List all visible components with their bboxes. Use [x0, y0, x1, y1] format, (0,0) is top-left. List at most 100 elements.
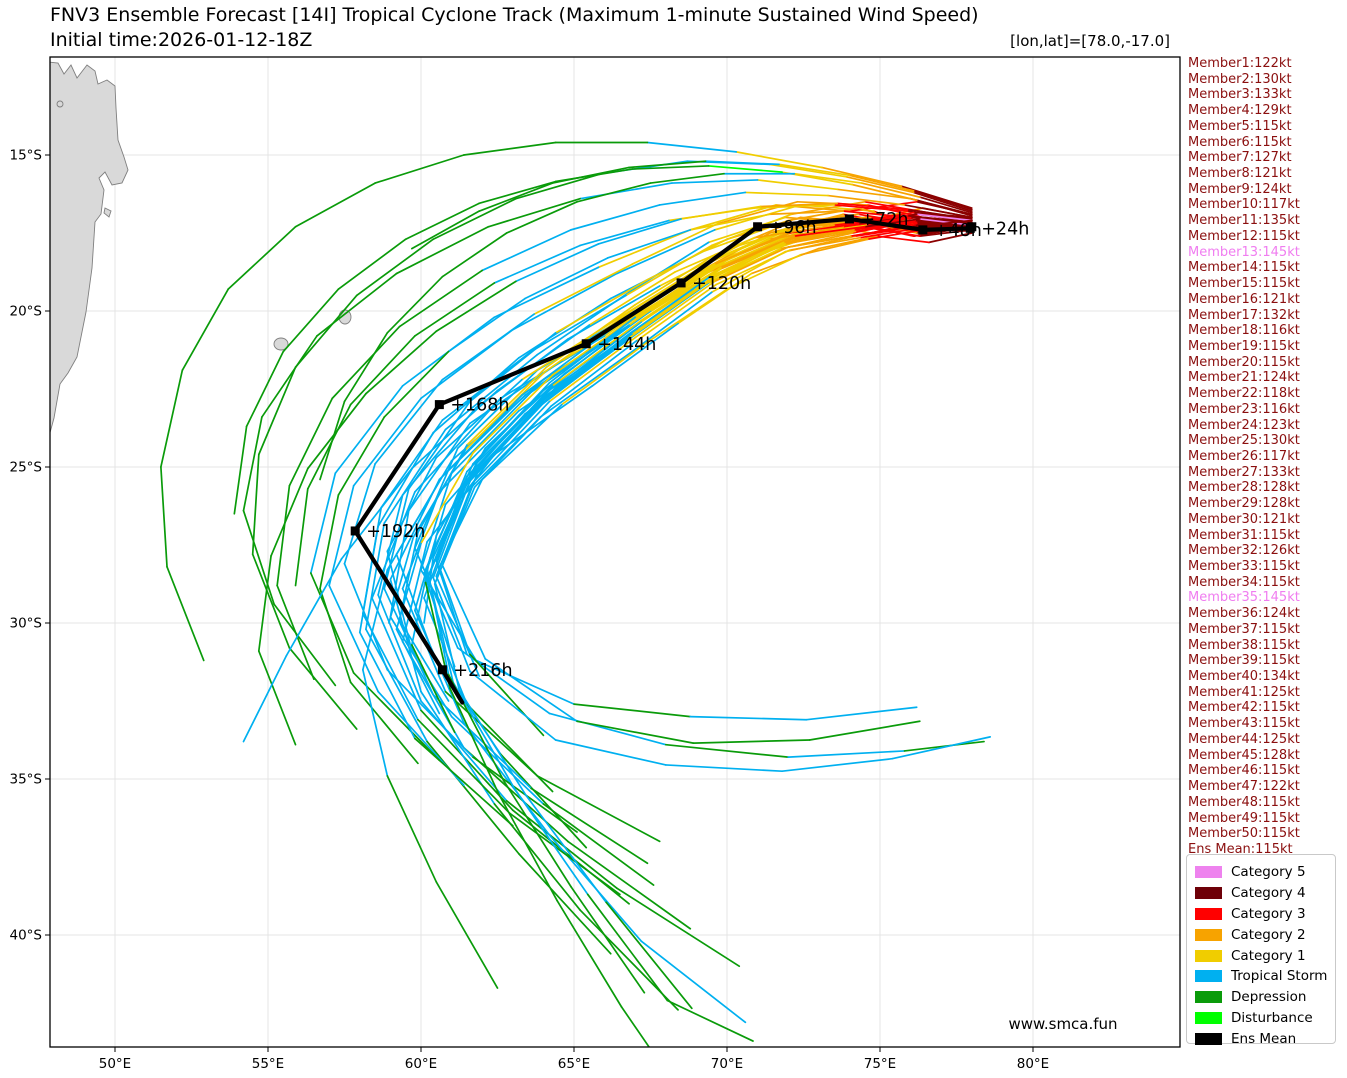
member-list-item: Member15:115kt [1188, 276, 1300, 292]
track-segment [472, 381, 551, 465]
member-list-item: Member47:122kt [1188, 779, 1300, 795]
legend-label: Category 3 [1231, 905, 1306, 922]
track-segment [398, 619, 450, 702]
track-segment [365, 628, 428, 743]
member-list-item: Member34:115kt [1188, 574, 1300, 590]
track-segment [631, 222, 719, 266]
track-segment [472, 374, 554, 454]
mean-waypoint-label: +120h [692, 274, 751, 294]
track-segment [735, 151, 823, 169]
track-segment [631, 165, 710, 170]
track-segment [166, 565, 205, 662]
track-segment [466, 703, 554, 793]
ensemble-track [389, 225, 973, 1011]
legend-label: Depression [1231, 989, 1307, 1006]
legend-row: Category 2 [1195, 924, 1327, 945]
track-segment [646, 141, 738, 153]
track-segment [309, 572, 355, 674]
x-tick-label: 70°E [711, 1056, 743, 1072]
track-segment [817, 235, 878, 250]
track-segment [704, 160, 780, 166]
member-list-item: Member20:115kt [1188, 354, 1300, 370]
y-tick-label: 40°S [10, 927, 43, 943]
track-segment [530, 294, 627, 353]
track-segment [493, 803, 581, 911]
legend-row: Ens Mean [1195, 1028, 1327, 1049]
track-segment [319, 400, 346, 481]
track-segment [386, 775, 438, 883]
track-segment [753, 204, 835, 209]
legend-label: Category 4 [1231, 885, 1306, 902]
track-segment [389, 509, 410, 618]
track-segment [319, 587, 352, 684]
track-segment [508, 812, 621, 896]
track-segment [395, 225, 490, 275]
track-segment [331, 325, 401, 400]
track-segment [530, 787, 649, 865]
mean-waypoint-label: +168h [450, 396, 509, 416]
x-tick-label: 80°E [1017, 1056, 1049, 1072]
track-segment [288, 397, 334, 487]
track-segment [398, 269, 484, 328]
track-segment [689, 204, 777, 231]
track-segment [475, 659, 575, 705]
track-segment [181, 288, 230, 372]
track-segment [631, 277, 713, 336]
member-list-item: Member10:117kt [1188, 197, 1300, 213]
track-segment [432, 197, 517, 241]
track-segment [891, 736, 992, 760]
track-segment [270, 467, 309, 557]
track-segment [420, 472, 453, 571]
legend-color-swatch [1195, 907, 1222, 920]
track-segment [626, 282, 708, 340]
mean-waypoint-marker [434, 400, 444, 410]
track-segment [343, 463, 376, 565]
track-segment [649, 257, 731, 312]
track-segment [836, 188, 912, 200]
ensemble-track [441, 218, 973, 744]
track-segment [525, 795, 607, 904]
track-segment [833, 204, 909, 213]
track-segment [294, 294, 358, 369]
track-segment [756, 179, 839, 191]
coastal-islet [103, 207, 112, 218]
track-segment [674, 236, 756, 273]
track-segment [615, 229, 716, 275]
x-tick-label: 60°E [405, 1056, 437, 1072]
member-list-item: Member40:134kt [1188, 669, 1300, 685]
legend-color-swatch [1195, 1011, 1222, 1024]
y-tick-label: 35°S [10, 771, 43, 787]
track-segment [560, 341, 649, 406]
track-segment [548, 712, 667, 746]
track-segment [768, 163, 848, 178]
track-segment [551, 319, 643, 387]
track-segment [466, 366, 548, 447]
track-segment [410, 210, 480, 250]
track-segment [903, 740, 985, 752]
legend-label: Category 5 [1231, 864, 1306, 881]
track-segment [518, 853, 612, 955]
track-segment [505, 799, 618, 890]
axes: 50°E 55°E 60°E 65°E 70°E 75°E 80°E 15°S 20°S 25°S… [10, 56, 1181, 1072]
track-segment [404, 202, 480, 241]
track-segment [554, 739, 667, 766]
track-segment [456, 647, 551, 715]
member-list-item: Member8:121kt [1188, 166, 1292, 182]
legend-label: Category 1 [1231, 947, 1306, 964]
track-segment [715, 249, 791, 286]
track-segment [328, 584, 380, 693]
track-segment [808, 720, 921, 741]
track-segment [567, 840, 692, 930]
track-segment [401, 541, 428, 643]
member-list-item: Member49:115kt [1188, 810, 1300, 826]
track-segment [432, 356, 520, 434]
ensemble-track [414, 216, 973, 1024]
track-segment [487, 197, 581, 228]
track-segment [591, 322, 679, 387]
ensemble-track [242, 214, 973, 743]
track-segment [452, 681, 516, 790]
track-segment [805, 706, 918, 721]
track-segment [524, 257, 609, 300]
ensemble-track [309, 200, 973, 762]
track-segment [424, 484, 467, 584]
